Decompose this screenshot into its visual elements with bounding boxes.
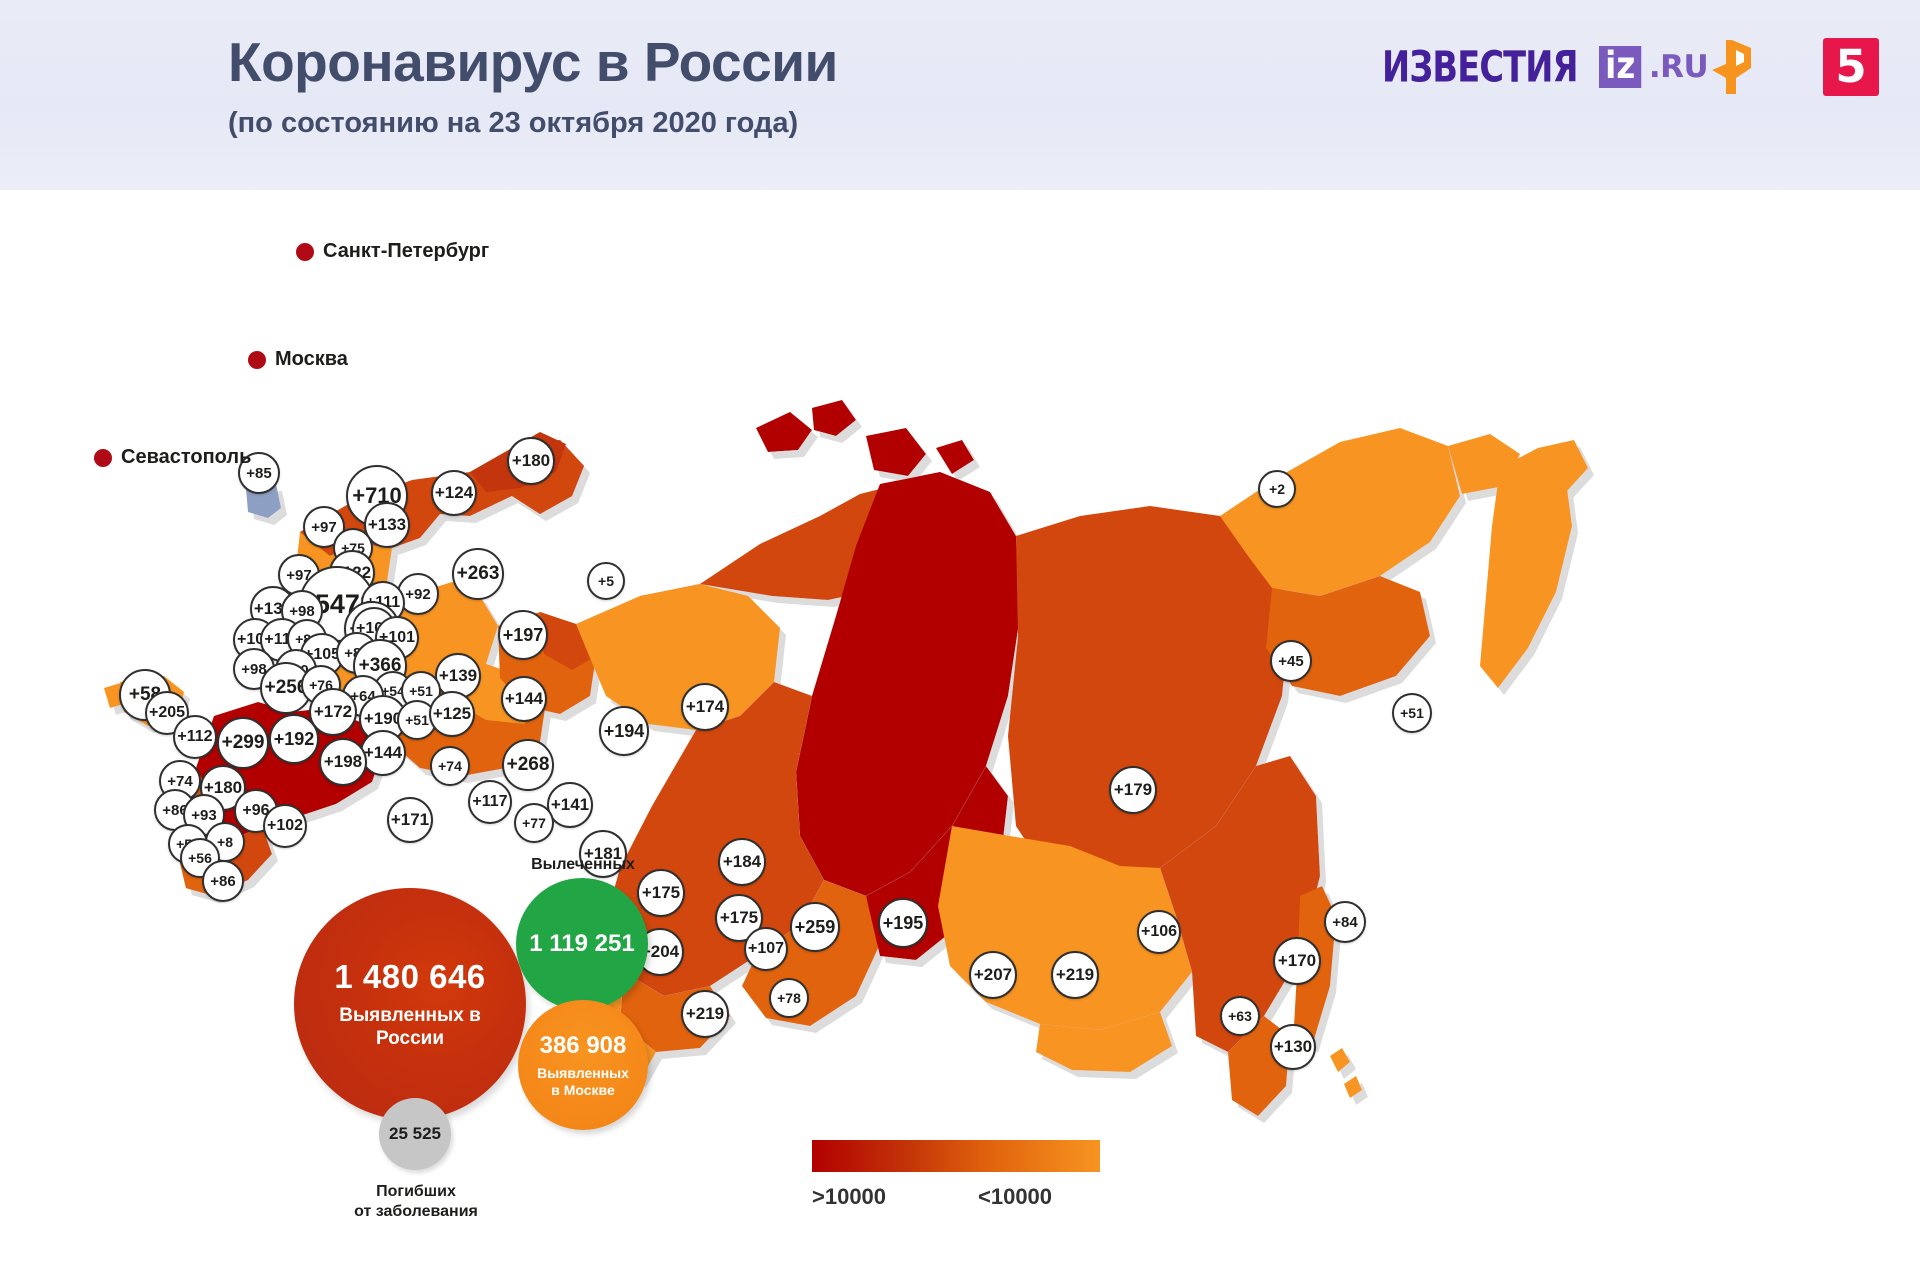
region-marker: +171 — [387, 797, 433, 843]
color-legend: >10000 <10000 — [812, 1140, 1100, 1210]
recovered-bubble: 1 119 251 — [516, 878, 648, 1010]
izvestia-logo: ИЗВЕСТИЯ iz .RU — [1382, 41, 1709, 93]
region-marker: +181 — [579, 830, 627, 878]
region-marker: +195 — [878, 898, 928, 948]
ren-tv-logo — [1712, 40, 1751, 94]
region-marker: +106 — [1137, 910, 1181, 954]
region-marker: +141 — [547, 782, 593, 828]
moscow-cases-caption: Выявленных в Москве — [537, 1064, 629, 1098]
region-marker: +263 — [452, 548, 504, 600]
region-marker: +179 — [1109, 766, 1157, 814]
region-marker: +299 — [217, 717, 269, 769]
region-marker: +184 — [718, 838, 766, 886]
region-marker: +5 — [587, 562, 625, 600]
legend-label-row: >10000 <10000 — [812, 1184, 1100, 1210]
city-label-moscow: Москва — [248, 348, 348, 371]
region-marker: +194 — [599, 706, 649, 756]
moscow-cases-value: 386 908 — [539, 1031, 627, 1059]
city-name: Москва — [275, 348, 348, 370]
region-marker: +51 — [1392, 693, 1432, 733]
region-marker: +219 — [1051, 951, 1099, 999]
legend-high-label: >10000 — [812, 1184, 887, 1209]
total-cases-value: 1 480 646 — [334, 957, 486, 995]
header-divider — [0, 190, 1920, 196]
legend-gradient-bar — [812, 1140, 1100, 1172]
region-marker: +197 — [498, 610, 548, 660]
page-title: Коронавирус в России — [228, 31, 838, 93]
region-marker: +259 — [790, 902, 840, 952]
city-label-saint-petersburg: Санкт-Петербург — [296, 240, 489, 263]
region-marker: +107 — [744, 927, 788, 971]
region-marker: +2 — [1258, 470, 1296, 508]
izvestia-wordmark: ИЗВЕСТИЯ — [1382, 41, 1579, 93]
city-name: Севастополь — [121, 446, 252, 468]
deaths-caption: Погибших от заболевания — [354, 1183, 478, 1220]
region-marker: +207 — [969, 951, 1017, 999]
region-marker: +97 — [303, 506, 345, 548]
header-bar: Коронавирус в России (по состоянию на 23… — [0, 0, 1920, 196]
region-marker: +74 — [430, 746, 470, 786]
region-marker: +102 — [263, 804, 307, 848]
region-marker: +192 — [269, 714, 319, 764]
city-dot-icon — [94, 448, 112, 467]
region-marker: +268 — [502, 739, 554, 791]
legend-low-label: <10000 — [978, 1184, 1053, 1209]
recovered-caption: Вылеченных — [531, 856, 635, 873]
deaths-bubble: 25 525 — [379, 1098, 451, 1170]
region-marker: +180 — [507, 437, 555, 485]
region-marker: +198 — [319, 738, 367, 786]
region-marker: +117 — [468, 780, 512, 824]
city-label-sevastopol: Севастополь — [94, 446, 251, 469]
region-marker: +175 — [637, 869, 685, 917]
region-marker: +45 — [1270, 640, 1312, 682]
total-cases-caption: Выявленных в России — [339, 1004, 481, 1049]
iz-tld: .RU — [1648, 49, 1709, 85]
region-marker: +124 — [431, 470, 477, 516]
region-marker: +125 — [429, 691, 475, 737]
region-marker: +77 — [514, 803, 554, 843]
region-marker: +86 — [202, 860, 244, 902]
moscow-cases-bubble: 386 908 Выявленных в Москве — [518, 1000, 648, 1130]
region-marker: +144 — [501, 676, 547, 722]
region-marker: +174 — [681, 683, 729, 731]
region-marker: +78 — [769, 978, 809, 1018]
russia-map: Санкт-Петербург Москва Севастополь +85 +1… — [0, 196, 1920, 1280]
region-marker: +112 — [173, 715, 217, 759]
region-marker: +85 — [238, 452, 280, 494]
region-marker: +170 — [1273, 937, 1321, 985]
region-marker: +175 — [715, 894, 763, 942]
channel-five-logo: 5 — [1823, 38, 1879, 96]
page-subtitle: (по состоянию на 23 октября 2020 года) — [228, 107, 799, 139]
city-dot-icon — [248, 350, 266, 369]
region-marker: +130 — [1270, 1024, 1316, 1070]
total-cases-bubble: 1 480 646 Выявленных в России — [294, 888, 526, 1120]
city-name: Санкт-Петербург — [323, 240, 490, 262]
region-marker: +144 — [360, 730, 406, 776]
city-dot-icon — [296, 242, 314, 261]
region-marker: +84 — [1324, 901, 1366, 943]
region-marker: +63 — [1220, 996, 1260, 1036]
recovered-value: 1 119 251 — [529, 930, 635, 957]
iz-badge: iz — [1598, 46, 1642, 88]
region-marker: +172 — [309, 688, 357, 736]
deaths-value: 25 525 — [389, 1124, 441, 1143]
region-marker: +219 — [681, 990, 729, 1038]
